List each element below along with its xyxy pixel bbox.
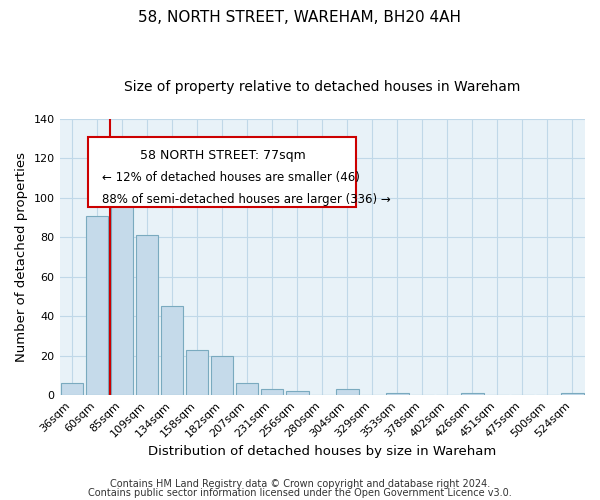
Title: Size of property relative to detached houses in Wareham: Size of property relative to detached ho… (124, 80, 520, 94)
Text: Contains public sector information licensed under the Open Government Licence v3: Contains public sector information licen… (88, 488, 512, 498)
Bar (211, 356, 233, 395)
Bar (561, 393, 584, 395)
Text: 58 NORTH STREET: 77sqm: 58 NORTH STREET: 77sqm (140, 149, 305, 162)
Bar (136, 236, 158, 395)
Text: ← 12% of detached houses are smaller (46): ← 12% of detached houses are smaller (46… (101, 172, 359, 184)
FancyBboxPatch shape (88, 136, 356, 207)
Bar (261, 390, 283, 395)
Bar (61, 384, 83, 395)
Bar (286, 391, 308, 395)
Bar (86, 216, 109, 395)
Text: 88% of semi-detached houses are larger (336) →: 88% of semi-detached houses are larger (… (101, 194, 391, 206)
Text: 58, NORTH STREET, WAREHAM, BH20 4AH: 58, NORTH STREET, WAREHAM, BH20 4AH (139, 10, 461, 25)
Y-axis label: Number of detached properties: Number of detached properties (15, 152, 28, 362)
Bar (336, 390, 359, 395)
Text: Contains HM Land Registry data © Crown copyright and database right 2024.: Contains HM Land Registry data © Crown c… (110, 479, 490, 489)
X-axis label: Distribution of detached houses by size in Wareham: Distribution of detached houses by size … (148, 444, 496, 458)
Bar (386, 393, 409, 395)
Bar (111, 184, 133, 395)
Bar (161, 306, 184, 395)
Bar (236, 384, 259, 395)
Bar (461, 393, 484, 395)
Bar (186, 350, 208, 395)
